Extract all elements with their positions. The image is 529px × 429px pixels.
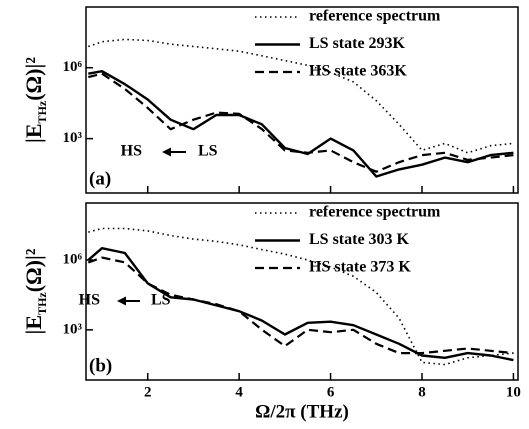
y-axis-label: |ETHz(Ω)|² xyxy=(21,57,49,143)
panel-label: (a) xyxy=(89,168,111,189)
legend-label: reference spectrum xyxy=(309,8,441,25)
plot-frame xyxy=(85,202,519,381)
legend-label: LS state 293K xyxy=(309,35,406,52)
series-line xyxy=(88,72,514,173)
legend-label: HS state 373 K xyxy=(309,259,411,276)
legend-label: HS state 363K xyxy=(309,63,407,80)
y-axis-label-part: (Ω)|² xyxy=(21,248,46,292)
y-axis-label-part: THz xyxy=(35,100,49,123)
x-axis-label: Ω/2π (THz) xyxy=(255,401,349,422)
annotation: LS xyxy=(198,143,218,160)
series-line xyxy=(87,256,514,355)
y-axis-label: |ETHz(Ω)|² xyxy=(21,248,49,334)
x-tick-label: 2 xyxy=(144,384,152,400)
legend-label: LS state 303 K xyxy=(309,231,410,248)
y-axis-label-part: THz xyxy=(35,292,49,315)
plot-frame xyxy=(85,6,519,194)
series-line xyxy=(88,70,514,178)
panel-label: (b) xyxy=(89,355,112,376)
series-line xyxy=(88,227,514,366)
y-axis-label-part: |E xyxy=(21,315,46,335)
y-tick-label: 10³ xyxy=(63,130,83,146)
y-tick-label: 10⁶ xyxy=(63,251,83,267)
y-axis-label-part: (Ω)|² xyxy=(21,57,46,101)
annotation: HS xyxy=(79,292,100,309)
x-tick-label: 6 xyxy=(327,384,335,400)
annotation: HS xyxy=(121,143,142,160)
annotation-arrowhead xyxy=(162,147,171,157)
x-tick-label: 8 xyxy=(418,384,426,400)
annotation: LS xyxy=(151,292,171,309)
y-tick-label: 10³ xyxy=(63,321,83,337)
legend-label: reference spectrum xyxy=(309,204,441,221)
x-tick-label: 4 xyxy=(235,384,243,400)
y-tick-label: 10⁶ xyxy=(63,59,83,75)
x-tick-label: 10 xyxy=(506,384,521,400)
series-line xyxy=(88,38,514,154)
annotation-arrowhead xyxy=(117,296,126,306)
y-axis-label-part: |E xyxy=(21,123,46,143)
